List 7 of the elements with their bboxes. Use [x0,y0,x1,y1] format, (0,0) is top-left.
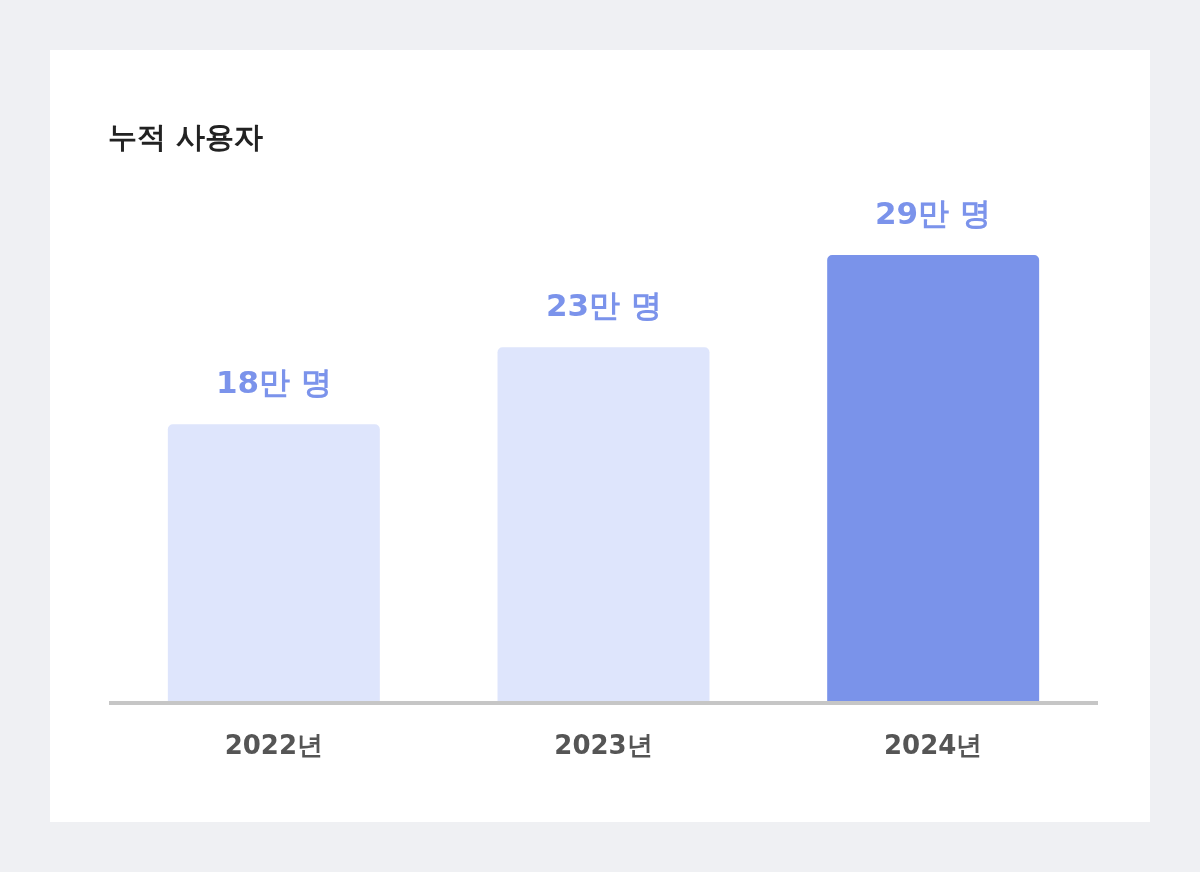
x-tick-label: 2022년 [224,730,324,761]
x-tick-label: 2023년 [554,730,653,761]
data-label: 23만 명 [546,287,662,323]
chart-title: 누적 사용자 [108,120,264,155]
x-tick-label: 2024년 [883,730,983,761]
data-label: 18만 명 [216,364,332,400]
data-label: 29만 명 [875,195,991,231]
